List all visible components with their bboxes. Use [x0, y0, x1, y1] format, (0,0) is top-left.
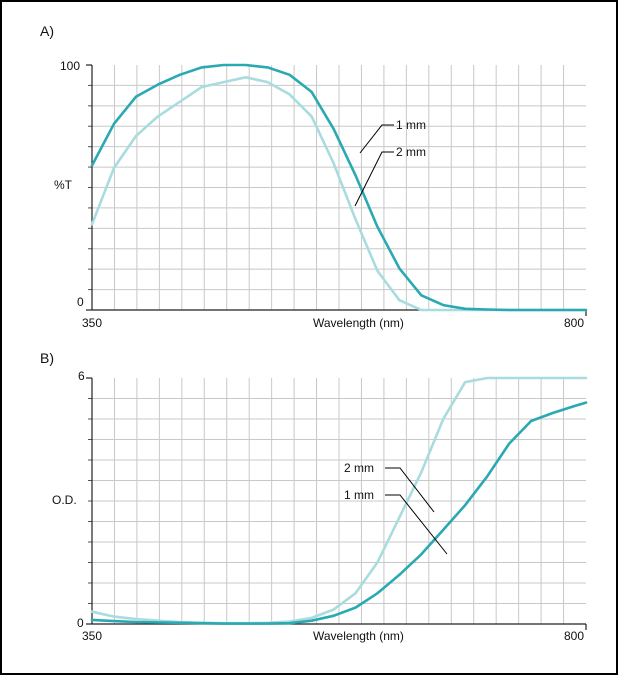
panel-b-grid	[86, 377, 587, 630]
annotation-leader-2mm-b	[385, 467, 435, 513]
annotation-1mm: 1 mm	[396, 118, 426, 132]
panel-b-ytick-bottom: 0	[77, 616, 84, 630]
panel-a-annotations: 1 mm 2 mm	[354, 118, 426, 207]
panel-b-annotations: 2 mm 1 mm	[344, 461, 448, 555]
annotation-2mm: 2 mm	[396, 145, 426, 159]
panel-b-xlabel: Wavelength (nm)	[313, 629, 404, 643]
panel-a-label: A)	[40, 23, 54, 39]
panel-a-ylabel: %T	[54, 178, 73, 192]
panel-a-series-1mm	[90, 63, 588, 312]
panel-b-xtick-end: 800	[564, 629, 584, 643]
annotation-leader-1mm-b	[385, 494, 448, 555]
panel-a-xtick-end: 800	[564, 316, 584, 330]
annotation-2mm-b: 2 mm	[344, 461, 374, 475]
annotation-leader-1mm	[359, 124, 394, 154]
panel-a-grid	[86, 64, 587, 316]
panel-b-label: B)	[40, 350, 54, 366]
panel-b-series-1mm	[90, 401, 588, 625]
annotation-leader-2mm	[354, 151, 394, 207]
annotation-1mm-b: 1 mm	[344, 488, 374, 502]
panel-b: B) 6 O.D. 0 350 Wavelength (nm) 800 2 mm…	[40, 350, 588, 643]
panel-a-ytick-top: 100	[60, 59, 80, 73]
panel-b-ytick-top: 6	[78, 369, 85, 383]
panel-a-xlabel: Wavelength (nm)	[313, 316, 404, 330]
panel-b-ylabel: O.D.	[52, 493, 77, 507]
panel-a-series	[90, 63, 588, 312]
panel-a-ytick-bottom: 0	[77, 295, 84, 309]
panel-b-series	[90, 376, 588, 625]
panel-b-xtick-start: 350	[82, 629, 102, 643]
panel-a: A) 100 %T 0 350 Wavelength (nm) 800 1 mm…	[40, 23, 588, 330]
panel-a-xtick-start: 350	[82, 316, 102, 330]
